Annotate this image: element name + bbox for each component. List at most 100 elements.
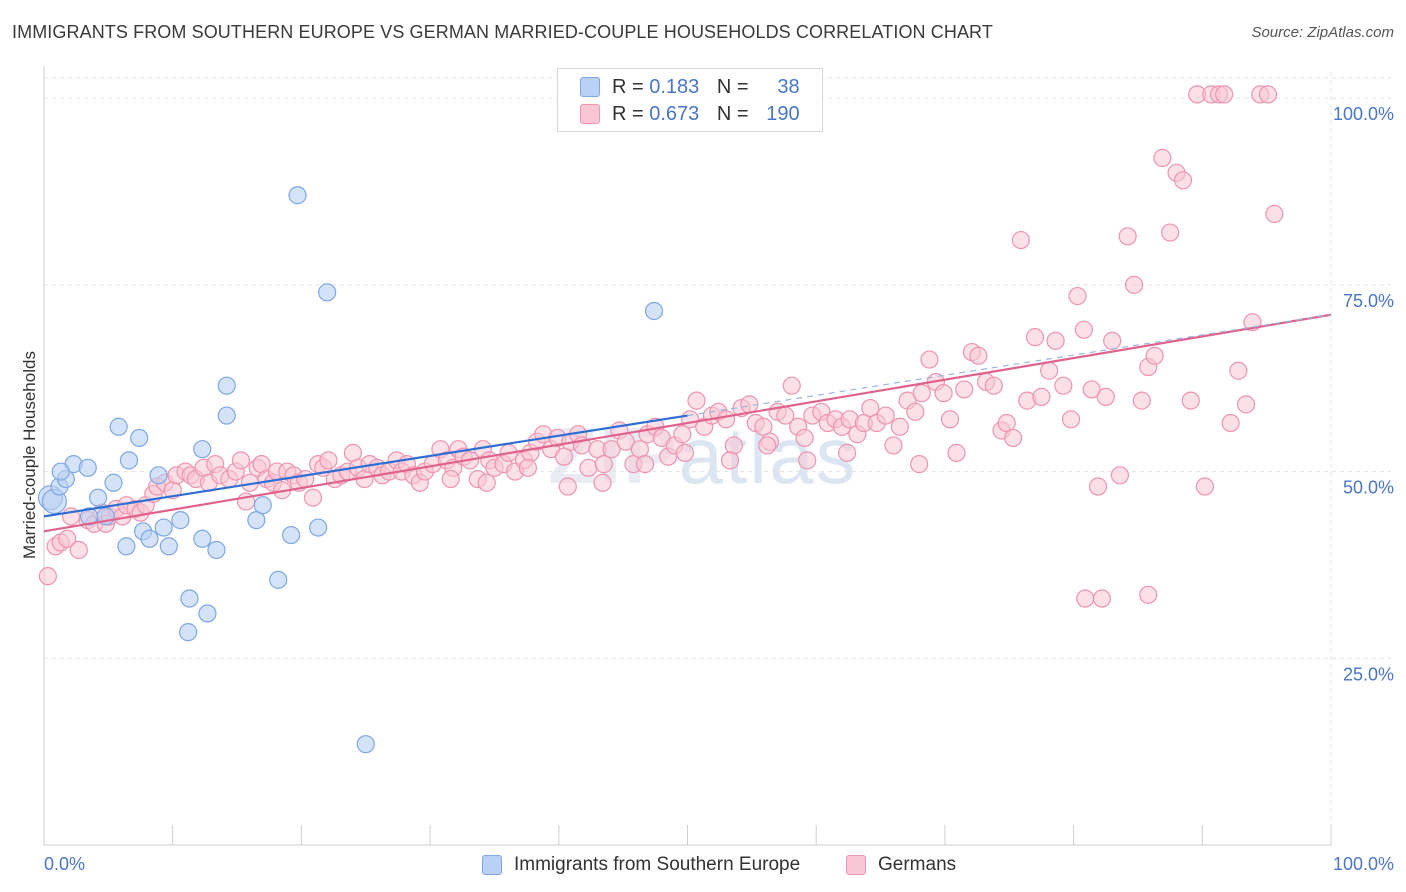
germans-point bbox=[1181, 391, 1200, 410]
germans-point bbox=[910, 455, 929, 474]
germans-point bbox=[1124, 275, 1144, 294]
germans-point bbox=[1221, 413, 1240, 433]
germans-point bbox=[934, 384, 953, 403]
germans-point bbox=[593, 473, 612, 492]
germans-point bbox=[1173, 171, 1193, 190]
immigrants-point bbox=[78, 458, 97, 477]
germans-point bbox=[1153, 148, 1172, 167]
germans-point bbox=[231, 451, 251, 470]
immigrants-point bbox=[198, 604, 217, 623]
germans-point bbox=[69, 540, 88, 560]
germans-point bbox=[477, 473, 496, 492]
germans-point bbox=[673, 425, 692, 444]
germans-point bbox=[1161, 223, 1180, 242]
immigrants-point bbox=[644, 301, 664, 321]
bottom-swatch-immigrants bbox=[482, 855, 502, 875]
germans-point bbox=[1229, 361, 1248, 380]
legend-row-germans: R = 0.673 N = 190 bbox=[580, 102, 800, 126]
immigrants-point bbox=[104, 473, 123, 492]
germans-point bbox=[758, 436, 777, 455]
immigrants-point bbox=[149, 466, 168, 485]
y-tick-label: 100.0% bbox=[1333, 104, 1394, 124]
germans-points bbox=[38, 85, 1284, 608]
immigrants-point bbox=[309, 518, 328, 537]
germans-point bbox=[947, 443, 966, 462]
germans-point bbox=[1032, 387, 1051, 406]
legend-n-value: 190 bbox=[766, 102, 800, 125]
germans-point bbox=[1258, 85, 1278, 104]
germans-point bbox=[1054, 376, 1073, 395]
germans-point bbox=[1110, 466, 1130, 485]
germans-point bbox=[1132, 391, 1151, 410]
germans-point bbox=[1046, 331, 1065, 350]
legend-r-value: 0.673 bbox=[649, 102, 700, 125]
germans-point bbox=[782, 376, 801, 395]
germans-point bbox=[1092, 589, 1112, 608]
germans-point bbox=[554, 447, 574, 466]
immigrants-point bbox=[171, 511, 190, 530]
immigrants-point bbox=[140, 529, 159, 548]
trend-lines bbox=[43, 313, 1332, 533]
germans-point bbox=[1088, 477, 1108, 496]
germans-point bbox=[912, 384, 931, 403]
y-tick-label: 75.0% bbox=[1343, 291, 1394, 311]
germans-point bbox=[1265, 204, 1284, 224]
y-tick-label: 25.0% bbox=[1343, 664, 1394, 684]
germans-point bbox=[58, 529, 77, 548]
immigrants-point bbox=[282, 525, 301, 545]
germans-point bbox=[1061, 410, 1081, 429]
immigrants-point bbox=[159, 537, 178, 556]
immigrants-point bbox=[318, 283, 337, 302]
immigrants-trend-line bbox=[43, 414, 688, 518]
immigrants-point bbox=[179, 623, 198, 642]
immigrants-point bbox=[193, 440, 212, 459]
germans-point bbox=[1076, 589, 1095, 608]
legend-swatch-immigrants bbox=[580, 77, 600, 97]
y-axis-label: Married-couple Households bbox=[20, 351, 39, 559]
germans-point bbox=[795, 428, 814, 448]
germans-point bbox=[890, 417, 909, 436]
legend-n-label: N = bbox=[716, 102, 749, 125]
legend-swatch-germans bbox=[580, 104, 600, 124]
y-tick-label: 50.0% bbox=[1343, 478, 1394, 498]
germans-point bbox=[441, 469, 460, 489]
germans-point bbox=[720, 451, 740, 470]
germans-point bbox=[754, 417, 773, 436]
legend-r-label: R = bbox=[612, 102, 644, 125]
germans-point bbox=[1096, 387, 1115, 406]
germans-point bbox=[1068, 286, 1087, 306]
germans-point bbox=[635, 455, 655, 474]
source-credit: Source: ZipAtlas.com bbox=[1251, 24, 1394, 41]
legend-row-immigrants: R = 0.183 N = 38 bbox=[580, 75, 800, 99]
germans-point bbox=[724, 436, 743, 455]
germans-point bbox=[969, 346, 988, 365]
germans-point bbox=[602, 440, 621, 459]
germans-point bbox=[319, 451, 338, 470]
germans-point bbox=[594, 455, 613, 474]
immigrants-point bbox=[130, 428, 149, 448]
legend-r-value: 0.183 bbox=[649, 75, 700, 98]
x-tick-label: 0.0% bbox=[44, 854, 85, 874]
immigrants-point bbox=[193, 529, 212, 548]
germans-point bbox=[1236, 395, 1256, 414]
immigrants-points bbox=[37, 186, 664, 754]
immigrants-point bbox=[117, 537, 136, 556]
germans-point bbox=[955, 380, 974, 399]
bottom-swatch-germans bbox=[846, 855, 866, 875]
immigrants-point bbox=[109, 417, 128, 436]
germans-point bbox=[296, 469, 315, 489]
immigrants-point bbox=[247, 511, 266, 530]
immigrants-point bbox=[269, 570, 288, 589]
immigrants-point bbox=[217, 406, 236, 425]
germans-point bbox=[1025, 328, 1045, 347]
germans-point bbox=[717, 410, 736, 429]
germans-point bbox=[579, 458, 598, 477]
immigrants-point bbox=[356, 735, 375, 754]
germans-point bbox=[884, 436, 903, 455]
immigrants-point bbox=[288, 186, 307, 205]
legend-n-value: 38 bbox=[777, 75, 800, 98]
bottom-legend-immigrants: Immigrants from Southern Europe bbox=[482, 852, 800, 878]
germans-point bbox=[798, 451, 817, 470]
germans-point bbox=[303, 488, 323, 507]
